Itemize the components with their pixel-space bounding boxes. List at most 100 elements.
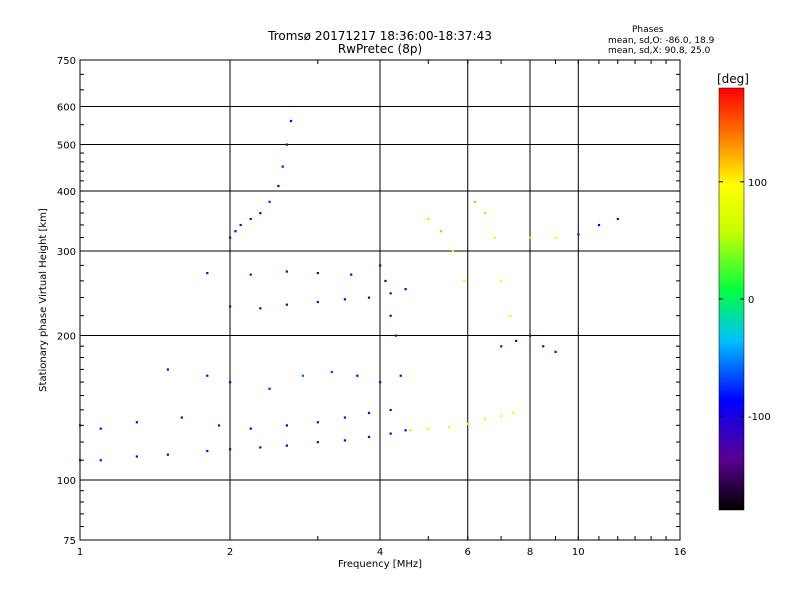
data-point xyxy=(229,305,232,308)
data-point xyxy=(500,279,503,283)
y-axis-ticks: 75 100 200 300 400 500 600 750 xyxy=(57,56,680,547)
data-point xyxy=(239,223,242,227)
data-point xyxy=(500,345,503,348)
data-point xyxy=(466,422,469,425)
y-tick-label: 600 xyxy=(57,103,76,114)
data-point xyxy=(285,143,288,146)
colorbar-ticks: 100 0 -100 xyxy=(719,178,771,423)
data-point xyxy=(268,200,271,203)
data-point xyxy=(529,334,532,337)
y-tick-label: 400 xyxy=(57,187,76,198)
x-tick-label: 2 xyxy=(227,547,233,558)
stats-heading: Phases xyxy=(632,25,664,35)
data-point xyxy=(285,444,288,447)
data-point xyxy=(268,387,271,390)
data-point xyxy=(259,307,262,310)
data-point xyxy=(597,223,601,227)
data-point xyxy=(249,273,252,276)
data-point xyxy=(512,411,515,415)
data-point xyxy=(439,230,443,233)
data-point xyxy=(616,217,619,221)
data-point xyxy=(249,427,252,430)
data-point xyxy=(229,448,232,451)
colorbar-label: [deg] xyxy=(717,72,749,86)
data-point xyxy=(509,314,512,317)
data-point xyxy=(316,441,319,444)
data-point xyxy=(135,421,138,424)
data-point xyxy=(166,368,169,371)
x-axis-ticks: 1 2 4 6 8 10 16 xyxy=(77,60,687,558)
data-point xyxy=(135,455,138,458)
data-point xyxy=(259,446,262,449)
data-point xyxy=(180,416,183,419)
x-tick-label: 6 xyxy=(465,547,471,558)
data-point xyxy=(367,411,371,415)
y-tick-label: 500 xyxy=(57,141,76,152)
x-tick-label: 1 xyxy=(77,547,83,558)
data-point xyxy=(206,449,209,453)
data-point xyxy=(463,279,466,283)
colorbar-tick-label: 0 xyxy=(748,295,754,306)
data-point xyxy=(484,418,487,421)
data-point xyxy=(229,381,232,384)
colorbar-tick-label: -100 xyxy=(748,412,771,423)
data-point xyxy=(206,271,209,275)
data-point xyxy=(515,339,518,343)
data-point xyxy=(249,217,252,221)
data-point xyxy=(577,233,580,236)
data-point xyxy=(343,298,347,301)
data-point xyxy=(379,264,382,267)
data-point xyxy=(343,416,347,419)
data-points xyxy=(79,119,619,462)
colorbar-tick-label: 100 xyxy=(748,178,767,189)
data-point xyxy=(451,250,455,253)
colorbar: [deg] 100 0 -100 xyxy=(717,72,771,511)
y-tick-label: 100 xyxy=(57,476,76,487)
data-point xyxy=(316,421,319,424)
data-point xyxy=(350,273,353,276)
x-axis-label: Frequency [MHz] xyxy=(338,559,422,570)
data-point xyxy=(277,184,280,188)
data-point xyxy=(399,374,402,377)
x-tick-label: 4 xyxy=(377,547,383,558)
data-point xyxy=(404,288,407,291)
x-tick-label: 16 xyxy=(674,547,687,558)
y-tick-label: 75 xyxy=(63,536,76,547)
x-tick-label: 10 xyxy=(572,547,585,558)
stats-o-mode: mean, sd,O: -86.0, 18.9 xyxy=(608,36,715,46)
data-point xyxy=(301,374,305,377)
y-axis-label: Stationary phase Virtual Height [km] xyxy=(38,208,49,392)
data-point xyxy=(389,408,392,412)
data-point xyxy=(554,350,557,353)
data-point xyxy=(166,453,169,456)
colorbar-scale xyxy=(718,87,745,511)
data-point xyxy=(493,236,497,239)
data-point xyxy=(367,435,371,439)
y-tick-label: 300 xyxy=(57,247,76,258)
data-point xyxy=(542,345,545,348)
data-point xyxy=(285,303,288,306)
data-point xyxy=(379,381,382,384)
data-point xyxy=(554,236,557,239)
chart-subtitle: RwPretec (8p) xyxy=(338,42,422,56)
stats-x-mode: mean, sd,X: 90.8, 25.0 xyxy=(608,46,711,56)
data-point xyxy=(206,374,209,377)
data-point xyxy=(330,370,333,374)
data-point xyxy=(229,236,232,239)
data-point xyxy=(394,334,397,337)
data-point xyxy=(473,200,477,203)
data-point xyxy=(99,459,102,462)
y-tick-label: 200 xyxy=(57,332,76,343)
chart-title: Tromsø 20171217 18:36:00-18:37:43 xyxy=(267,29,492,43)
data-point xyxy=(217,424,221,427)
y-tick-label: 750 xyxy=(57,56,76,67)
plot-area: 1 2 4 6 8 10 16 75 100 200 300 400 500 600 750 xyxy=(57,56,686,558)
data-point xyxy=(484,212,487,215)
data-point xyxy=(259,212,262,215)
data-point xyxy=(234,230,237,233)
grid-lines xyxy=(80,60,680,540)
data-point xyxy=(356,374,359,377)
data-point xyxy=(529,236,532,239)
data-point xyxy=(316,300,319,304)
